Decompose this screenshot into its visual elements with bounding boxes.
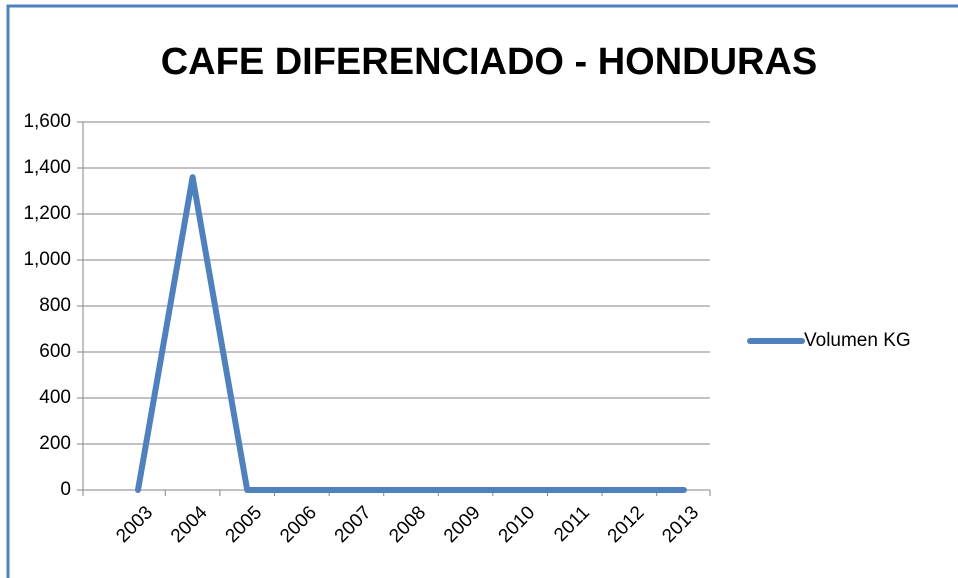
x-tick-label: 2011	[550, 502, 594, 546]
line	[135, 174, 687, 493]
y-tick-label: 800	[39, 295, 71, 316]
x-tick-label: 2003	[112, 502, 157, 547]
chart-border	[6, 4, 958, 578]
x-tick-label: 2012	[604, 502, 649, 547]
x-tick-label: 2007	[331, 502, 376, 547]
x-tick-label: 2013	[658, 502, 703, 547]
y-tick-label: 600	[39, 341, 71, 362]
x-tick-label: 2009	[440, 502, 485, 547]
y-tick-label: 0	[60, 479, 71, 500]
y-tick-label: 200	[39, 433, 71, 454]
y-tick-label: 1,600	[23, 111, 71, 132]
x-tick-label: 2010	[495, 502, 540, 547]
x-tick-label: 2006	[276, 502, 321, 547]
x-tick-label: 2005	[222, 502, 267, 547]
chart-title: CAFE DIFERENCIADO - HONDURAS	[161, 41, 818, 83]
y-tick-label: 1,200	[23, 203, 71, 224]
y-tick-label: 1,000	[23, 249, 71, 270]
legend-label: Volumen KG	[804, 330, 911, 351]
x-tick-label: 2008	[385, 502, 430, 547]
x-tick-label: 2004	[167, 502, 212, 547]
y-tick-label: 1,400	[23, 157, 71, 178]
y-tick-label: 400	[39, 387, 71, 408]
